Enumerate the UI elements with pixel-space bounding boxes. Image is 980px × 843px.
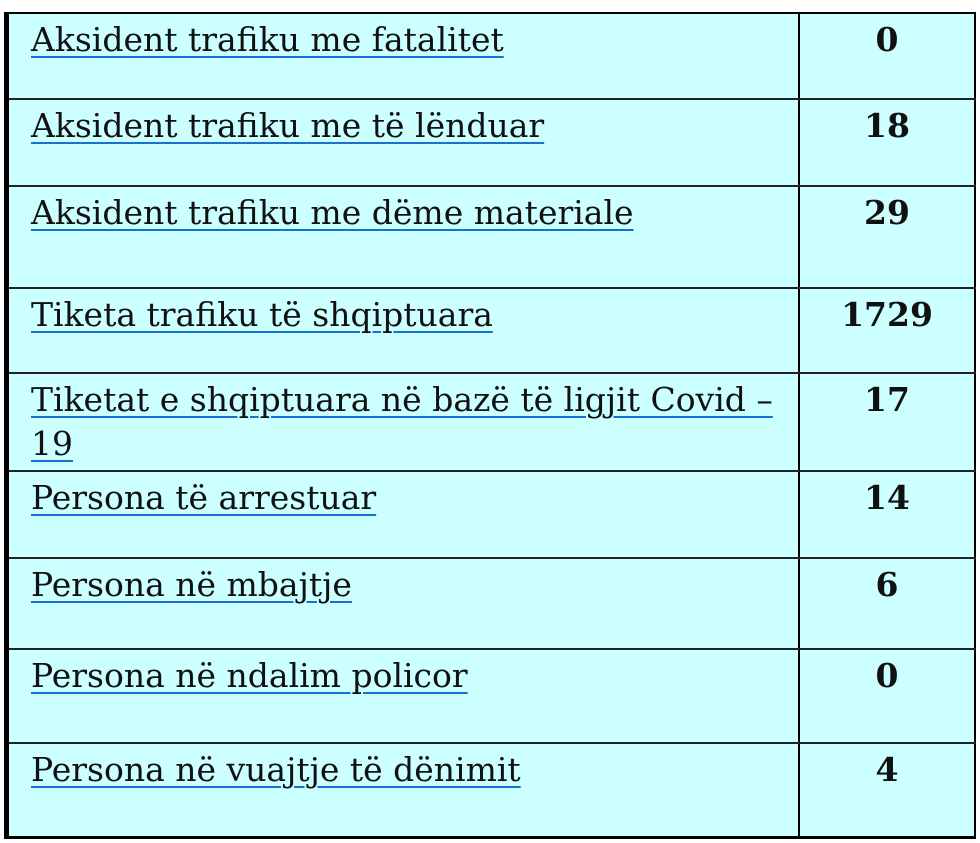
row-label-cell: Persona në ndalim policor — [6, 649, 799, 744]
row-label-cell: Tiketat e shqiptuara në bazë të ligjit C… — [6, 373, 799, 472]
table-row: Aksident trafiku me fatalitet 0 — [6, 13, 975, 100]
table-row: Aksident trafiku me të lënduar 18 — [6, 99, 975, 187]
row-label: Aksident trafiku me fatalitet — [31, 20, 504, 59]
row-value: 0 — [798, 13, 975, 100]
table-row: Aksident trafiku me dëme materiale 29 — [6, 186, 975, 289]
row-label-cell: Persona të arrestuar — [6, 471, 799, 559]
table-row: Tiketa trafiku të shqiptuara 1729 — [6, 288, 975, 374]
row-label-cell: Tiketa trafiku të shqiptuara — [6, 288, 799, 374]
table-row: Tiketat e shqiptuara në bazë të ligjit C… — [6, 373, 975, 472]
row-value: 14 — [798, 471, 975, 559]
table-row: Persona në mbajtje 6 — [6, 558, 975, 650]
row-value: 6 — [798, 558, 975, 650]
row-label: Aksident trafiku me të lënduar — [31, 106, 545, 145]
row-label-cell: Persona në mbajtje — [6, 558, 799, 650]
table-row: Persona në ndalim policor 0 — [6, 649, 975, 744]
row-label: Tiketa trafiku të shqiptuara — [31, 295, 493, 334]
row-value: 1729 — [798, 288, 975, 374]
row-label-cell: Aksident trafiku me fatalitet — [6, 13, 799, 100]
row-value: 0 — [798, 649, 975, 744]
row-label: Persona në mbajtje — [31, 565, 352, 604]
row-label: Persona në vuajtje të dënimit — [31, 750, 521, 789]
row-label-cell: Persona në vuajtje të dënimit — [6, 743, 799, 838]
statistics-table: Aksident trafiku me fatalitet 0 Aksident t… — [4, 12, 976, 839]
row-label: Persona në ndalim policor — [31, 656, 468, 695]
row-label: Tiketat e shqiptuara në bazë të ligjit C… — [31, 380, 773, 463]
row-value: 18 — [798, 99, 975, 187]
row-value: 29 — [798, 186, 975, 289]
table-row: Persona të arrestuar 14 — [6, 471, 975, 559]
row-value: 4 — [798, 743, 975, 838]
row-label: Persona të arrestuar — [31, 478, 377, 517]
table-row: Persona në vuajtje të dënimit 4 — [6, 743, 975, 838]
row-label-cell: Aksident trafiku me dëme materiale — [6, 186, 799, 289]
row-label-cell: Aksident trafiku me të lënduar — [6, 99, 799, 187]
row-value: 17 — [798, 373, 975, 472]
row-label: Aksident trafiku me dëme materiale — [31, 193, 634, 232]
